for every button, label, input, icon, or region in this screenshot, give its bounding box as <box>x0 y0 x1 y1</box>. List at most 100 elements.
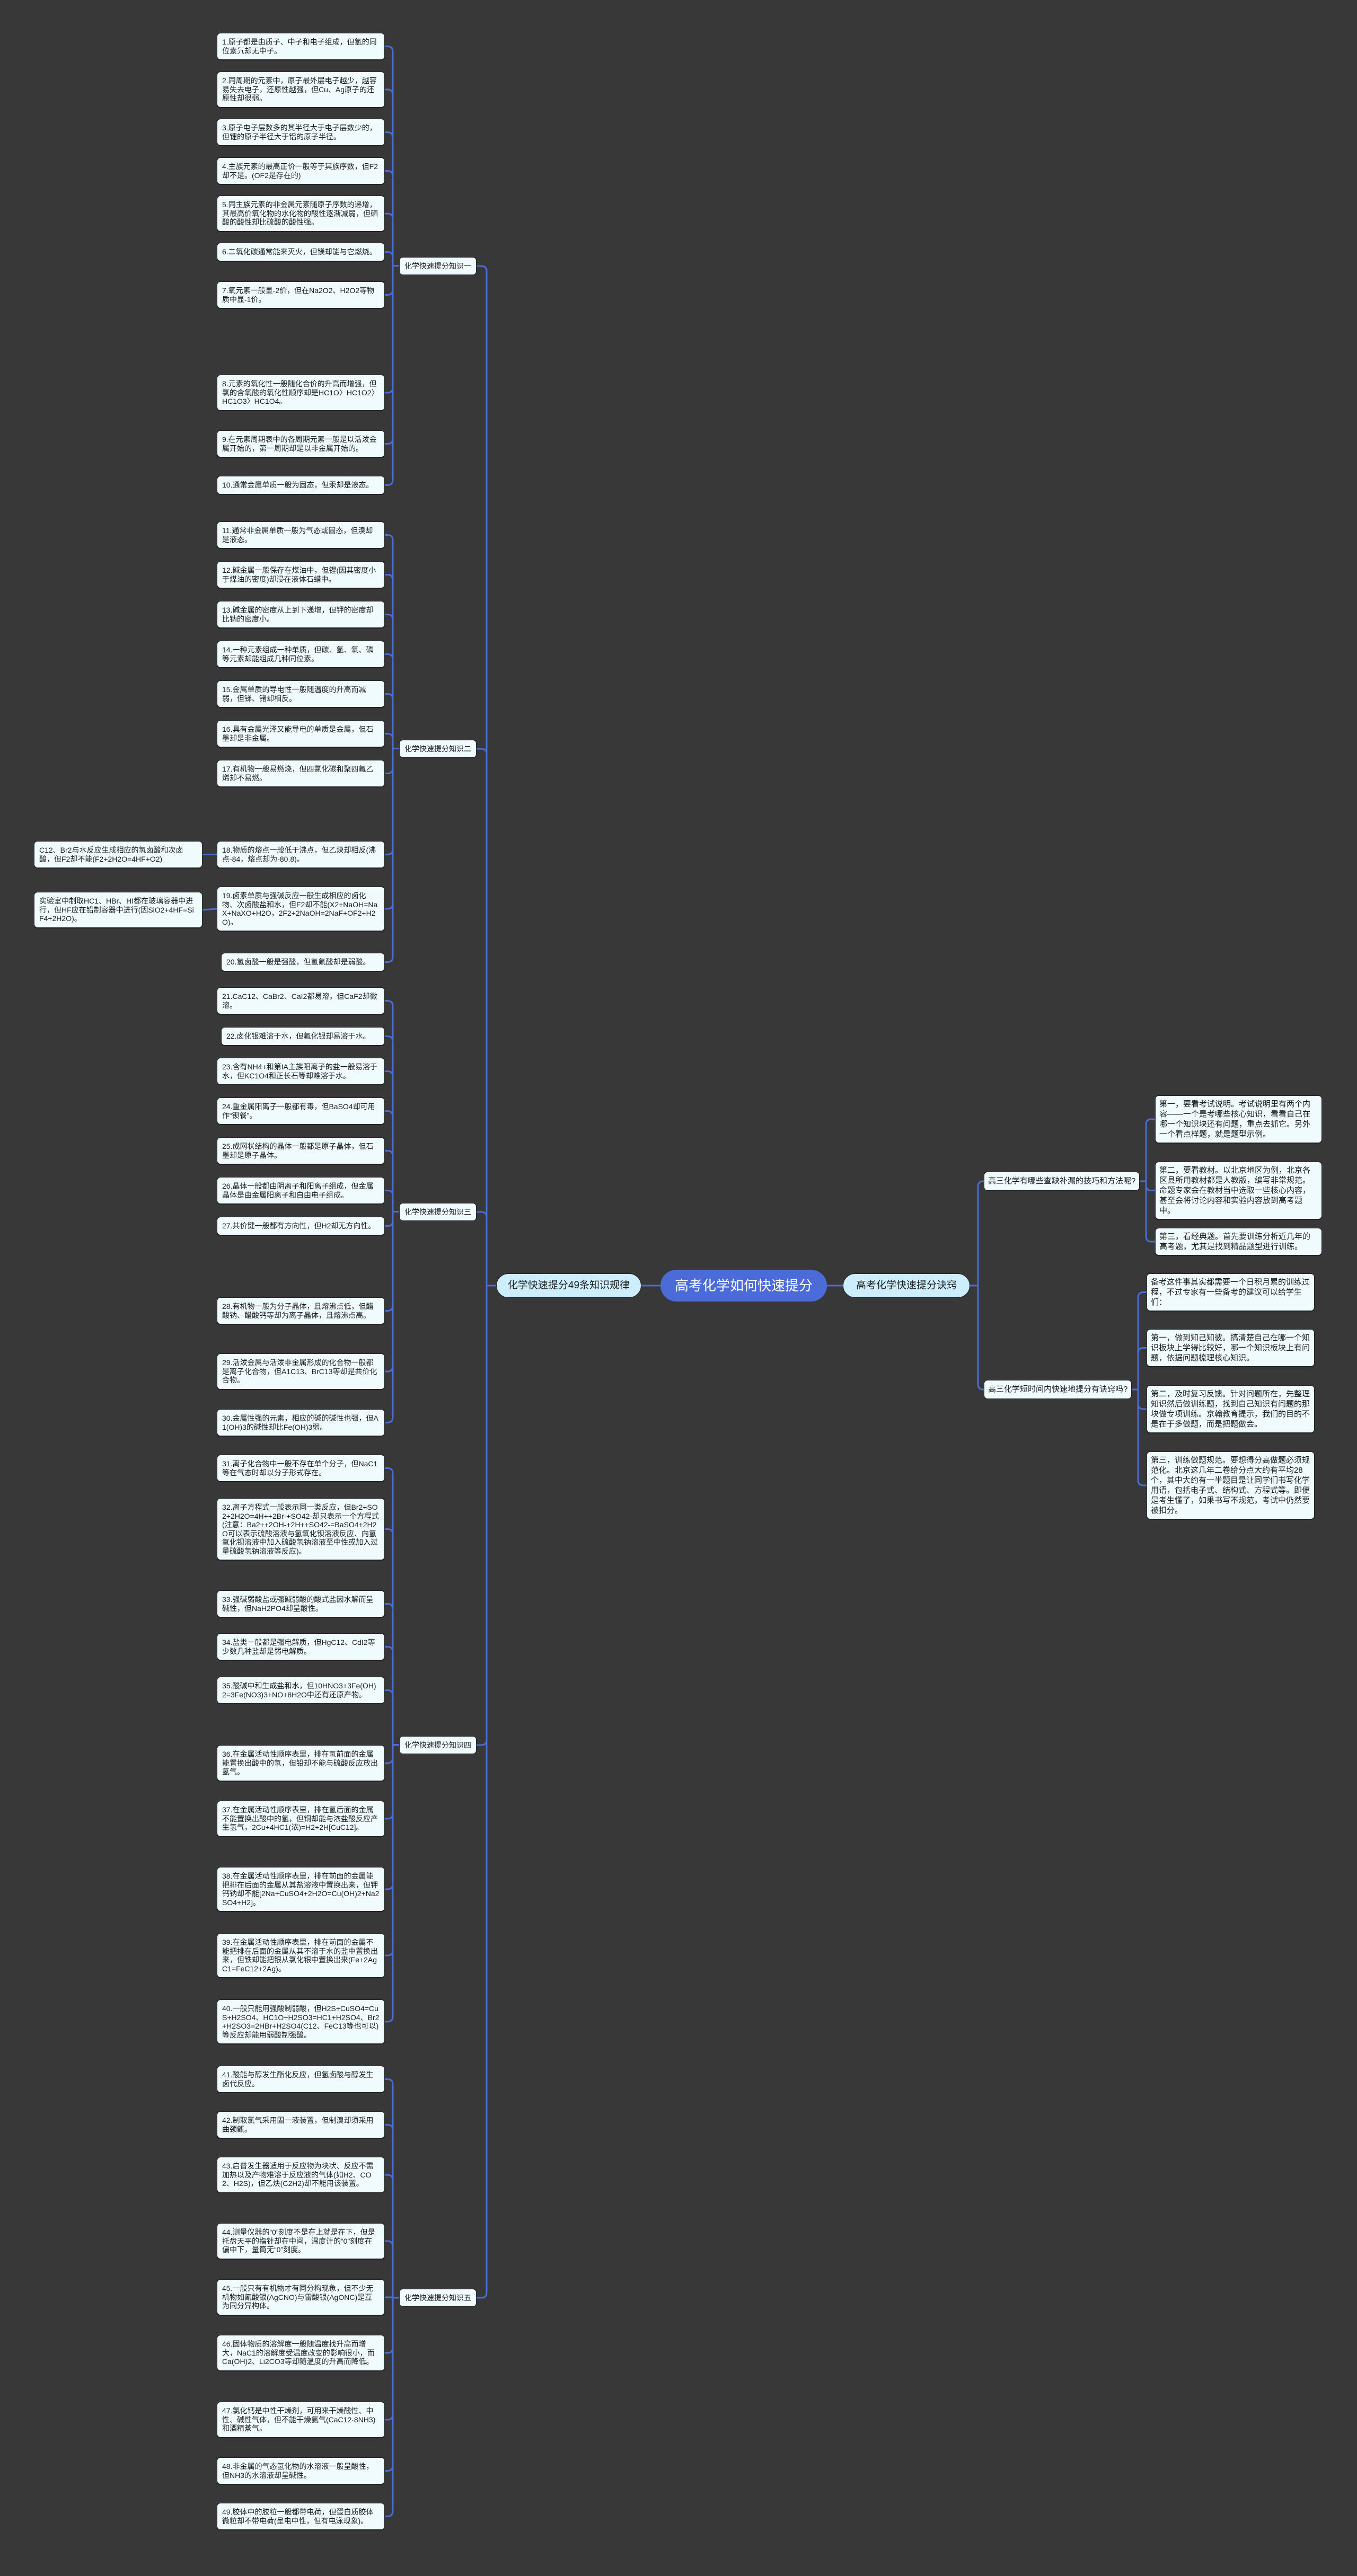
list-item[interactable]: 2.同周期的元素中，原子最外层电子越少，越容易失去电子，还原性越强，但Cu、Ag… <box>217 72 385 108</box>
list-item[interactable]: 46.固体物质的溶解度一般随温度找升高而增大，NaC1的溶解度受温度改变的影响很… <box>217 2335 385 2371</box>
list-item[interactable]: 21.CaC12、CaBr2、CaI2都易溶，但CaF2却微溶。 <box>217 987 385 1014</box>
list-item[interactable]: 29.活泼金属与活泼非金属形成的化合物一般都是离子化合物，但A1C13、BrC1… <box>217 1353 385 1389</box>
list-item[interactable]: 35.酸碱中和生成盐和水，但10HNO3+3Fe(OH)2=3Fe(NO3)3+… <box>217 1677 385 1704</box>
list-item[interactable]: 28.有机物一般为分子晶体，且熔沸点低，但醋酸钠、醋酸钙等却为离子晶体，且熔沸点… <box>217 1297 385 1324</box>
tip-item[interactable]: 备考这件事其实都需要一个日积月累的训练过程，不过专家有一些备考的建议可以给学生们… <box>1147 1273 1315 1311</box>
list-item[interactable]: 14.一种元素组成一种单质，但碳、氢、氧、磷等元素却能组成几种同位素。 <box>217 641 385 668</box>
list-item[interactable]: 41.酸能与醇发生酯化反应，但氢卤酸与醇发生卤代反应。 <box>217 2066 385 2093</box>
list-item[interactable]: 32.离子方程式一般表示同一类反应，但Br2+SO2+2H2O=4H++2Br-… <box>217 1498 385 1560</box>
list-item[interactable]: 47.氯化钙是中性干燥剂，可用来干燥酸性、中性、碱性气体，但不能干燥氨气(CaC… <box>217 2402 385 2438</box>
connector <box>385 251 399 267</box>
tip-item[interactable]: 第一，做到知己知彼。搞清楚自己在哪一个知识板块上学得比较好，哪一个知识板块上有问… <box>1147 1329 1315 1367</box>
section-label-1[interactable]: 高三化学有哪些查缺补漏的技巧和方法呢? <box>984 1172 1140 1191</box>
list-item[interactable]: 12.碱金属一般保存在煤油中，但锂(因其密度小于煤油的密度)却浸在液体石蜡中。 <box>217 561 385 588</box>
connector <box>970 1180 984 1287</box>
side-note[interactable]: C12、Br2与水反应生成相应的氢卤酸和次卤酸，但F2却不能(F2+2H2O=4… <box>34 841 202 868</box>
root-node[interactable]: 高考化学如何快速提分 <box>660 1270 827 1302</box>
connector <box>385 1211 399 1227</box>
list-item[interactable]: 36.在金属活动性顺序表里，排在氢前面的金属能置换出酸中的氢，但铅却不能与硫酸反… <box>217 1745 385 1781</box>
connector <box>385 748 399 963</box>
connector <box>1132 1388 1147 1486</box>
list-item[interactable]: 13.碱金属的密度从上到下递增，但钾的密度却比钠的密度小。 <box>217 601 385 628</box>
list-item[interactable]: 4.主族元素的最高正价一般等于其族序数，但F2却不是。(OF2是存在的) <box>217 157 385 184</box>
list-item[interactable]: 49.胶体中的胶粒一般都带电荷，但蛋白质胶体微粒却不带电荷(呈电中性，但有电泳现… <box>217 2503 385 2530</box>
list-item[interactable]: 9.在元素周期表中的各周期元素一般是以活泼金属开始的，第一周期却是以非金属开始的… <box>217 430 385 457</box>
list-item[interactable]: 23.含有NH4+和第IA主族阳离子的盐一般易溶于水，但KC1O4和正长石等却难… <box>217 1058 385 1085</box>
list-item[interactable]: 42.制取氯气采用固一液装置，但制溴却须采用曲颈甑。 <box>217 2111 385 2138</box>
connector <box>385 1646 399 1746</box>
list-item[interactable]: 3.原子电子层数多的其半径大于电子层数少的，但锂的原子半径大于铝的原子半径。 <box>217 119 385 146</box>
list-item[interactable]: 38.在金属活动性顺序表里，排在前面的金属能把排在后面的金属从其盐溶液中置换出来… <box>217 1867 385 1911</box>
connector <box>385 46 399 267</box>
group-label-3[interactable]: 化学快速提分知识三 <box>399 1202 477 1221</box>
list-item[interactable]: 33.强碱弱酸盐或强碱弱酸的酸式盐因水解而呈碱性，但NaH2PO4却呈酸性。 <box>217 1590 385 1617</box>
connector <box>1132 1388 1147 1410</box>
connector <box>385 2297 399 2472</box>
list-item[interactable]: 48.非金属的气态氢化物的水溶液一般呈酸性，但NH3的水溶液却呈碱性。 <box>217 2457 385 2484</box>
connector <box>385 1211 399 1423</box>
list-item[interactable]: 26.晶体一般都由阴离子和阳离子组成，但金属晶体是由金属阳离子和自由电子组成。 <box>217 1177 385 1204</box>
tip-item[interactable]: 第三，看经典题。首先要训练分析近几年的高考题，尤其是找到精品题型进行训练。 <box>1155 1228 1322 1255</box>
connector <box>385 2297 399 2517</box>
tip-item[interactable]: 第一，要看考试说明。考试说明里有两个内容——一个是考哪些核心知识，看看自己在哪一… <box>1155 1095 1322 1143</box>
group-label-2[interactable]: 化学快速提分知识二 <box>399 739 477 758</box>
connector <box>385 2296 399 2299</box>
connector <box>477 748 496 1287</box>
list-item[interactable]: 16.具有金属光泽又能导电的单质是金属，但石墨却是非金属。 <box>217 720 385 747</box>
connector <box>385 1744 399 1957</box>
branch-tips[interactable]: 高考化学快速提分诀窍 <box>843 1273 970 1298</box>
connector <box>385 748 399 910</box>
list-item[interactable]: 22.卤化银难溶于水，但氟化银却易溶于水。 <box>221 1027 385 1046</box>
connector <box>385 748 399 774</box>
list-item[interactable]: 43.启普发生器适用于反应物为块状、反应不需加热以及产物难溶于反应液的气体(如H… <box>217 2157 385 2193</box>
list-item[interactable]: 45.一般只有有机物才有同分构现象，但不少无机物如氰酸银(AgCNO)与雷酸银(… <box>217 2279 385 2315</box>
list-item[interactable]: 6.二氧化碳通常能来灭火，但镁却能与它燃烧。 <box>217 243 385 261</box>
list-item[interactable]: 34.盐类一般都是强电解质，但HgC12、CdI2等少数几种盐却是弱电解质。 <box>217 1633 385 1660</box>
list-item[interactable]: 37.在金属活动性顺序表里，排在氢后面的金属不能置换出酸中的氢，但铜却能与浓盐酸… <box>217 1801 385 1837</box>
list-item[interactable]: 10.通常金属单质一般为固态，但汞却是液态。 <box>217 476 385 494</box>
connector <box>385 265 399 296</box>
list-item[interactable]: 18.物质的熔点一般低于沸点，但乙炔却相反(沸点-84，熔点却为-80.8)。 <box>217 841 385 868</box>
connector <box>385 1689 399 1746</box>
list-item[interactable]: 31.离子化合物中一般不存在单个分子，但NaC1等在气态时却以分子形式存在。 <box>217 1455 385 1482</box>
list-item[interactable]: 24.重金属阳离子一般都有毒，但BaSO4却可用作“钡餐”。 <box>217 1097 385 1125</box>
connector <box>385 1110 399 1212</box>
tip-item[interactable]: 第二，及时复习反馈。针对问题所在，先整理知识然后做训练题，找到自己知识有问题的那… <box>1147 1385 1315 1433</box>
connector <box>385 265 399 486</box>
connector <box>385 265 399 445</box>
list-item[interactable]: 8.元素的氧化性一般随化合价的升高而增强，但氯的含氧酸的氧化性顺序却是HC1O〉… <box>217 375 385 411</box>
tip-item[interactable]: 第二，要看教材。以北京地区为例，北京各区县所用教材都是人教版，编写非常规范。命题… <box>1155 1162 1322 1219</box>
list-item[interactable]: 25.成网状结构的晶体一般都是原子晶体，但石墨却是原子晶体。 <box>217 1137 385 1164</box>
list-item[interactable]: 5.同主族元素的非金属元素随原子序数的递增，其最高价氧化物的水化物的酸性逐渐减弱… <box>217 196 385 232</box>
connector <box>385 1744 399 2023</box>
connector <box>385 170 399 267</box>
list-item[interactable]: 1.原子都是由质子、中子和电子组成，但氢的同位素氕却无中子。 <box>217 33 385 60</box>
connector <box>385 2240 399 2299</box>
section-label-2[interactable]: 高三化学短时间内快速地提分有诀窍吗? <box>984 1380 1132 1399</box>
list-item[interactable]: 39.在金属活动性顺序表里，排在前面的金属不能把排在后面的金属从其不溶于水的盐中… <box>217 1933 385 1978</box>
connector <box>385 1744 399 1890</box>
list-item[interactable]: 19.卤素单质与强碱反应一般生成相应的卤化物、次卤酸盐和水，但F2却不能(X2+… <box>217 887 385 931</box>
group-label-5[interactable]: 化学快速提分知识五 <box>399 2289 477 2307</box>
list-item[interactable]: 44.测量仪器的“0”刻度不是在上就是在下，但是托盘天平的指针却在中间，温度计的… <box>217 2223 385 2259</box>
list-item[interactable]: 40.一般只能用强酸制弱酸，但H2S+CuSO4=CuS+H2SO4、HC1O+… <box>217 1999 385 2044</box>
connector <box>1132 1347 1147 1391</box>
connector <box>385 534 399 749</box>
connector <box>385 1070 399 1212</box>
branch-49-rules[interactable]: 化学快速提分49条知识规律 <box>496 1273 641 1298</box>
list-item[interactable]: 27.共价键一般都有方向性，但H2却无方向性。 <box>217 1217 385 1235</box>
list-item[interactable]: 7.氧元素一般显-2价，但在Na2O2、H2O2等物质中显-1价。 <box>217 281 385 308</box>
list-item[interactable]: 15.金属单质的导电性一般随温度的升高而减弱，但锑、锗却相反。 <box>217 680 385 707</box>
group-label-1[interactable]: 化学快速提分知识一 <box>399 256 477 275</box>
group-label-4[interactable]: 化学快速提分知识四 <box>399 1736 477 1754</box>
tip-item[interactable]: 第三，训练做题规范。要想得分高做题必须规范化。北京这几年二卷给分点大约有平均28… <box>1147 1451 1315 1519</box>
list-item[interactable]: 20.氢卤酸一般是强酸，但氢氟酸却是弱酸。 <box>221 953 385 971</box>
list-item[interactable]: 30.金属性强的元素，相应的碱的碱性也强，但A1(OH)3的碱性却比Fe(OH)… <box>217 1409 385 1436</box>
connector <box>385 1035 399 1212</box>
connector <box>385 1528 399 1746</box>
connector <box>385 733 399 749</box>
connector <box>385 2174 399 2299</box>
list-item[interactable]: 17.有机物一般易燃烧，但四氯化碳和聚四氟乙烯却不易燃。 <box>217 760 385 787</box>
list-item[interactable]: 11.通常非金属单质一般为气态或固态，但溴却是液态。 <box>217 521 385 548</box>
side-note[interactable]: 实验室中制取HC1、HBr、HI都在玻璃容器中进行，但HF应在铅制容器中进行(因… <box>34 892 202 928</box>
